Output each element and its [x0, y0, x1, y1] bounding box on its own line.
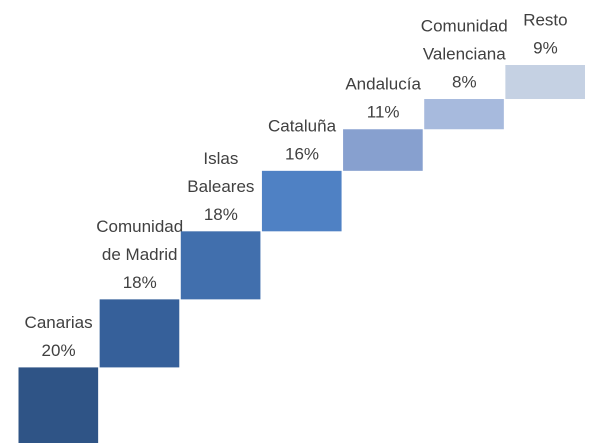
category-label: de Madrid — [102, 245, 178, 264]
category-label: Islas — [203, 149, 238, 168]
value-label: 16% — [285, 144, 319, 163]
bar — [180, 231, 261, 300]
value-label: 18% — [123, 273, 157, 292]
bar — [261, 170, 342, 232]
category-label: Resto — [523, 10, 567, 29]
bar — [343, 129, 423, 171]
value-label: 18% — [204, 205, 238, 224]
category-label: Baleares — [187, 177, 254, 196]
value-label: 11% — [367, 103, 400, 122]
category-label: Andalucía — [345, 75, 421, 94]
category-label: Valenciana — [423, 45, 506, 64]
category-label: Canarias — [25, 313, 93, 332]
value-label: 9% — [533, 38, 558, 57]
value-label: 20% — [42, 341, 76, 360]
bar — [99, 299, 180, 368]
category-label: Comunidad — [421, 17, 508, 36]
bar — [424, 99, 504, 130]
value-label: 8% — [452, 73, 477, 92]
bar — [18, 367, 99, 443]
category-label: Cataluña — [268, 116, 337, 135]
category-label: Comunidad — [96, 217, 183, 236]
bar — [505, 65, 585, 100]
